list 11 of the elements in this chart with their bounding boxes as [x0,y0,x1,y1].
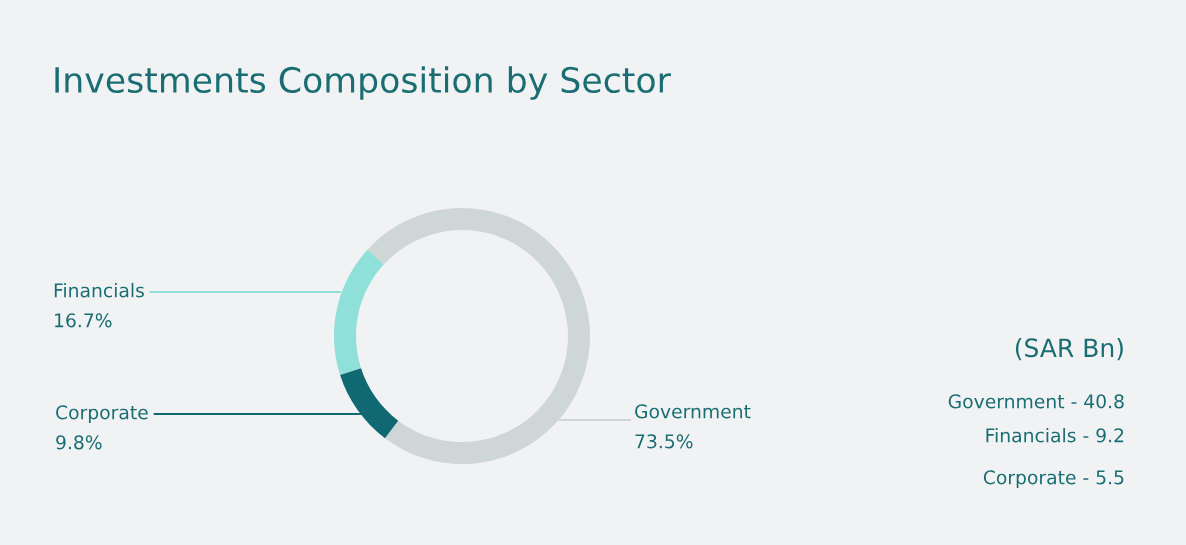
chart-title: Investments Composition by Sector [55,66,671,100]
text: Financials - 9.2 [986,427,1124,443]
slice-label: Financials [54,282,144,298]
text: (SAR Bn) [1015,337,1123,361]
slice-label: Government [635,404,751,419]
slice-label: Corporate [56,405,148,424]
data-label: 9.8% [56,435,102,450]
text: Government - 40.8 [948,394,1124,409]
text: Corporate - 5.5 [983,470,1124,489]
data-label: 73.5% [635,434,693,449]
data-label: 16.7% [55,313,112,328]
